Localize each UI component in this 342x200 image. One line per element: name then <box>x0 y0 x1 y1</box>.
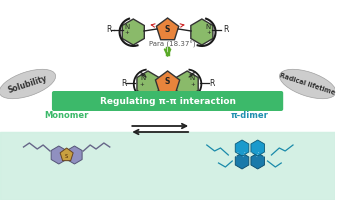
Polygon shape <box>156 18 179 40</box>
Text: Meta (0.14°): Meta (0.14°) <box>142 98 193 104</box>
Text: +: + <box>140 82 144 86</box>
Text: N: N <box>189 75 195 81</box>
Text: Para (18.37°): Para (18.37°) <box>149 40 196 48</box>
Polygon shape <box>122 19 144 45</box>
Text: Radical lifetime: Radical lifetime <box>279 72 336 96</box>
Text: +: + <box>191 82 195 86</box>
Text: S: S <box>65 154 68 158</box>
Polygon shape <box>251 153 264 169</box>
Polygon shape <box>60 148 73 161</box>
Polygon shape <box>51 146 66 164</box>
Bar <box>0 132 335 200</box>
Polygon shape <box>251 140 264 156</box>
FancyBboxPatch shape <box>52 91 283 111</box>
Text: R: R <box>106 25 111 34</box>
Text: R: R <box>224 25 229 34</box>
Bar <box>0 132 335 200</box>
Polygon shape <box>235 153 249 169</box>
Text: S: S <box>165 76 170 86</box>
Polygon shape <box>176 71 198 97</box>
Text: Monomer: Monomer <box>44 110 89 119</box>
Polygon shape <box>156 71 180 95</box>
Ellipse shape <box>279 69 336 99</box>
Text: R: R <box>121 78 126 88</box>
Bar <box>0 0 335 132</box>
Polygon shape <box>235 140 249 156</box>
Text: N: N <box>125 24 130 30</box>
Ellipse shape <box>0 69 56 99</box>
Text: Regulating π-π interaction: Regulating π-π interaction <box>100 97 236 106</box>
Text: S: S <box>165 24 170 33</box>
Text: Solubility: Solubility <box>6 73 48 95</box>
Polygon shape <box>191 19 213 45</box>
Text: π-dimer: π-dimer <box>231 110 269 119</box>
Text: N: N <box>205 24 210 30</box>
Polygon shape <box>137 71 159 97</box>
Text: N: N <box>141 75 146 81</box>
Polygon shape <box>67 146 82 164</box>
Text: +: + <box>206 29 211 34</box>
Text: R: R <box>209 78 214 88</box>
Text: +: + <box>124 29 129 34</box>
